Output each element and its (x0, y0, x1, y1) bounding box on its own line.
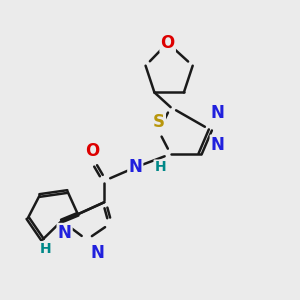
Text: N: N (211, 136, 225, 154)
Text: N: N (90, 244, 104, 262)
Text: N: N (211, 103, 225, 122)
Text: N: N (128, 158, 142, 176)
Text: S: S (153, 113, 165, 131)
Text: H: H (154, 160, 166, 174)
Text: H: H (40, 242, 51, 256)
Text: N: N (58, 224, 71, 242)
Text: O: O (160, 34, 175, 52)
Text: O: O (85, 142, 100, 160)
